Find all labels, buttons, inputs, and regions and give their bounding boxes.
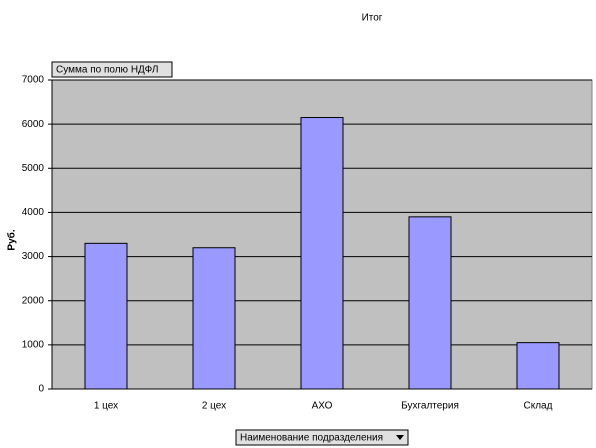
bar bbox=[84, 242, 128, 390]
y-tick-label: 1000 bbox=[22, 339, 45, 350]
y-tick-label: 4000 bbox=[22, 207, 45, 218]
y-tick-label: 7000 bbox=[22, 75, 45, 86]
y-tick-label: 0 bbox=[38, 384, 44, 395]
y-tick-label: 5000 bbox=[22, 163, 45, 174]
dropdown-arrow[interactable] bbox=[396, 435, 404, 440]
y-axis-label: Руб. bbox=[6, 229, 18, 250]
bar bbox=[300, 117, 344, 390]
chart-title: Итог bbox=[362, 13, 383, 24]
y-tick-label: 3000 bbox=[22, 251, 45, 262]
x-tick-label: 1 цех bbox=[94, 401, 118, 412]
category-dropdown[interactable] bbox=[235, 429, 409, 446]
bar bbox=[516, 342, 560, 390]
category-dropdown-label[interactable]: Наименование подразделения bbox=[240, 433, 383, 444]
x-tick-label: Склад bbox=[524, 401, 553, 412]
x-tick-label: 2 цех bbox=[202, 401, 226, 412]
bar bbox=[408, 216, 452, 390]
x-tick-label: АХО bbox=[312, 401, 333, 412]
bar bbox=[192, 247, 236, 390]
x-tick-label: Бухгалтерия bbox=[401, 401, 459, 412]
field-button[interactable] bbox=[51, 61, 173, 78]
y-tick-label: 6000 bbox=[22, 119, 45, 130]
y-tick-label: 2000 bbox=[22, 295, 45, 306]
field-button-label[interactable]: Сумма по полю НДФЛ bbox=[56, 65, 158, 76]
